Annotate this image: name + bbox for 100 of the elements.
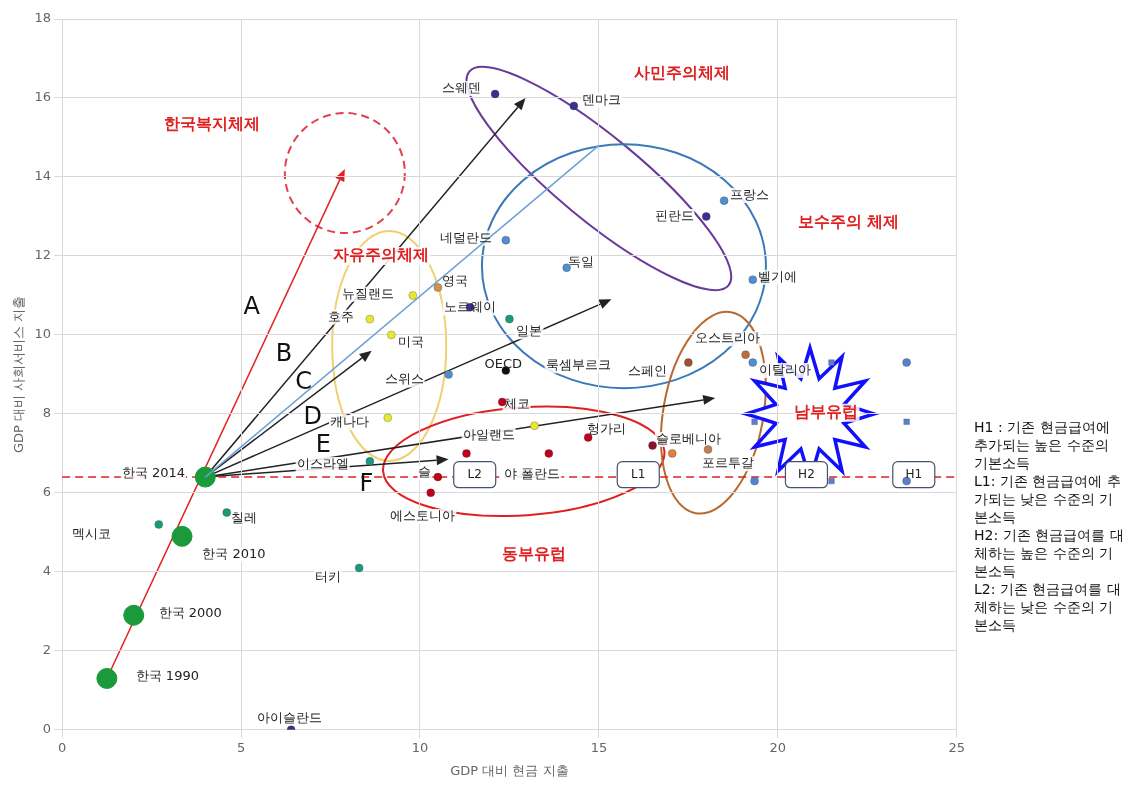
point: [544, 449, 554, 458]
point: [569, 101, 579, 111]
point: [750, 476, 759, 486]
annotation: 이스라엘: [296, 455, 349, 471]
x-tick-label: 5: [236, 739, 246, 755]
annotation: 에스토니아: [390, 507, 456, 523]
point: [501, 235, 511, 245]
annotation: 동부유럽: [502, 544, 567, 564]
point: [154, 520, 164, 529]
annotation: A: [243, 291, 261, 320]
annotation: 멕시코: [72, 525, 112, 541]
annotation: 캐나다: [329, 413, 369, 429]
y-tick-label: 0: [42, 721, 52, 737]
annotation: 칠레: [230, 509, 257, 525]
annotation: 슬: [418, 464, 432, 480]
annotation: 터키: [314, 568, 341, 584]
annotation: D: [303, 402, 322, 431]
point: [703, 445, 713, 454]
y-tick-label: 16: [34, 89, 52, 105]
y-tick-label: 14: [34, 168, 52, 184]
annotation: 야 폴란드: [504, 466, 561, 482]
annotation: 한국 1990: [135, 668, 199, 684]
text: H1 : 기존 현금급여에 추가되는 높은 수준의 기본소득: [974, 418, 1111, 472]
annotation: L1: [631, 466, 646, 481]
annotation: H1: [905, 466, 923, 481]
annotation: 영국: [441, 273, 468, 289]
point: [426, 488, 436, 498]
point: [903, 418, 910, 425]
annotation: H2: [798, 466, 815, 481]
annotation: E: [315, 429, 331, 458]
annotation: 체코: [503, 396, 530, 412]
annotation: 한국복지체제: [164, 113, 261, 133]
annotation: 남부유럽: [794, 401, 859, 421]
point: [222, 508, 232, 517]
point: [354, 563, 364, 573]
annotation: 프랑스: [729, 186, 769, 202]
point: [408, 291, 418, 300]
point: [684, 358, 693, 367]
annotation: C: [295, 366, 313, 395]
x-axis-title: GDP 대비 현금 지출: [450, 762, 569, 778]
annotation: 벨기에: [758, 268, 798, 284]
point: [748, 275, 758, 284]
y-tick-label: 2: [42, 642, 52, 658]
point: [505, 314, 514, 324]
point: [751, 418, 758, 425]
annotation: 아일랜드: [462, 426, 515, 442]
annotation: 호주: [328, 308, 355, 324]
x-tick-label: 15: [590, 739, 608, 755]
annotation: 한국 2010: [202, 545, 266, 561]
point: [462, 449, 471, 458]
annotation: 한국 2014: [121, 464, 185, 480]
text: L2: 기존 현금급여를 대체하는 낮은 수준의 기본소득: [974, 580, 1122, 634]
annotation: 스웨덴: [442, 79, 482, 95]
point: [648, 441, 657, 450]
point: [490, 89, 500, 99]
annotation: 슬로베니아: [655, 430, 721, 446]
annotation: 일본: [516, 323, 543, 339]
annotation: F: [359, 469, 374, 498]
annotation: 이탈리아: [758, 361, 811, 377]
point: [444, 370, 453, 379]
annotation: 한국 2000: [158, 605, 222, 621]
annotation: B: [275, 338, 293, 367]
point: [741, 350, 750, 359]
point: [433, 472, 443, 482]
point: [433, 283, 443, 292]
annotation: 스페인: [628, 363, 668, 379]
point: [383, 413, 393, 423]
annotation: L2: [467, 466, 482, 481]
point: [387, 330, 396, 340]
annotation: OECD: [484, 356, 523, 372]
annotation: 독일: [568, 254, 594, 270]
point: [530, 421, 539, 431]
y-tick-label: 12: [34, 247, 52, 263]
point: [748, 358, 758, 367]
point: [365, 314, 375, 324]
point: [902, 358, 911, 367]
annotation: 자유주의체제: [333, 245, 430, 265]
x-tick-label: 10: [411, 739, 429, 755]
point: [719, 196, 729, 205]
point: [701, 212, 711, 221]
annotation: 아이슬란드: [257, 710, 323, 726]
annotation: 헝가리: [587, 421, 627, 437]
point: [365, 456, 375, 466]
y-tick-label: 18: [34, 10, 52, 26]
point: [667, 449, 677, 458]
y-tick-label: 4: [42, 563, 52, 579]
y-tick-label: 10: [34, 326, 52, 342]
annotation: 오스트리아: [695, 330, 761, 346]
annotation: 룩셈부르크: [545, 357, 611, 373]
y-axis-title: GDP 대비 사회서비스 지출: [11, 295, 27, 454]
x-tick-label: 0: [58, 739, 67, 755]
x-tick-label: 20: [769, 739, 787, 755]
annotation: 보수주의 체제: [797, 212, 900, 232]
annotation: 덴마크: [582, 92, 622, 108]
point: [828, 359, 835, 366]
annotation: 미국: [398, 334, 425, 350]
x-tick-label: 25: [948, 739, 965, 755]
y-tick-label: 6: [42, 484, 52, 500]
text: L1: 기존 현금급여에 추가되는 낮은 수준의 기본소득: [974, 472, 1122, 526]
annotation: 포르투갈: [701, 455, 754, 471]
